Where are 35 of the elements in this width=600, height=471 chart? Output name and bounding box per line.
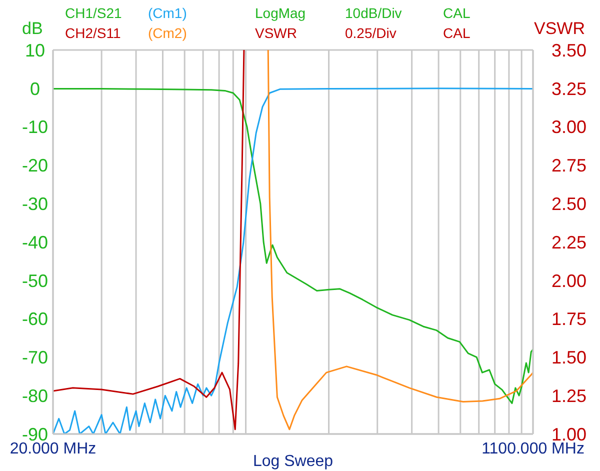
text: LogMag	[255, 5, 306, 21]
y2-tick-label: 3.00	[551, 117, 587, 138]
text: CH1/S21	[65, 5, 122, 21]
y-tick-label: 0	[30, 78, 40, 99]
y-tick-label: -40	[22, 232, 48, 252]
y-tick-label: -80	[22, 386, 48, 406]
y2-tick-label: 2.25	[551, 232, 587, 252]
y2-tick-label: 2.00	[551, 270, 587, 291]
y2-tick-label: 1.75	[551, 309, 587, 330]
y-tick-label: -10	[22, 117, 48, 138]
y2-tick-label: 3.25	[551, 78, 587, 99]
y-tick-label: -20	[22, 156, 48, 176]
x-tick-label: 1100.000 MHz	[482, 440, 584, 458]
x-tick-label: 20.000 MHz	[10, 440, 96, 458]
y-tick-label: 10	[24, 40, 46, 60]
y-tick-label: -60	[22, 309, 48, 330]
text: CH2/S11	[65, 25, 121, 41]
text: (Cm1)	[148, 5, 187, 21]
text: CAL	[443, 25, 470, 41]
text: 10dB/Div	[345, 5, 402, 21]
text: CAL	[443, 5, 470, 21]
y2-tick-label: 2.75	[551, 156, 587, 176]
y-axis-title: dB	[22, 19, 43, 39]
y-tick-label: -70	[22, 348, 48, 368]
y2-tick-label: 1.50	[551, 348, 587, 368]
y2-tick-label: 1.25	[551, 386, 587, 406]
y-tick-label: -50	[22, 270, 48, 291]
text: (Cm2)	[148, 25, 187, 41]
y2-tick-label: 3.50	[551, 40, 587, 60]
text: 0.25/Div	[345, 25, 396, 41]
x-axis-title: Log Sweep	[252, 453, 334, 470]
y-tick-label: -30	[22, 194, 48, 214]
text: VSWR	[255, 25, 297, 41]
y2-axis-title: VSWR	[534, 19, 585, 39]
y2-tick-label: 2.50	[551, 194, 587, 214]
